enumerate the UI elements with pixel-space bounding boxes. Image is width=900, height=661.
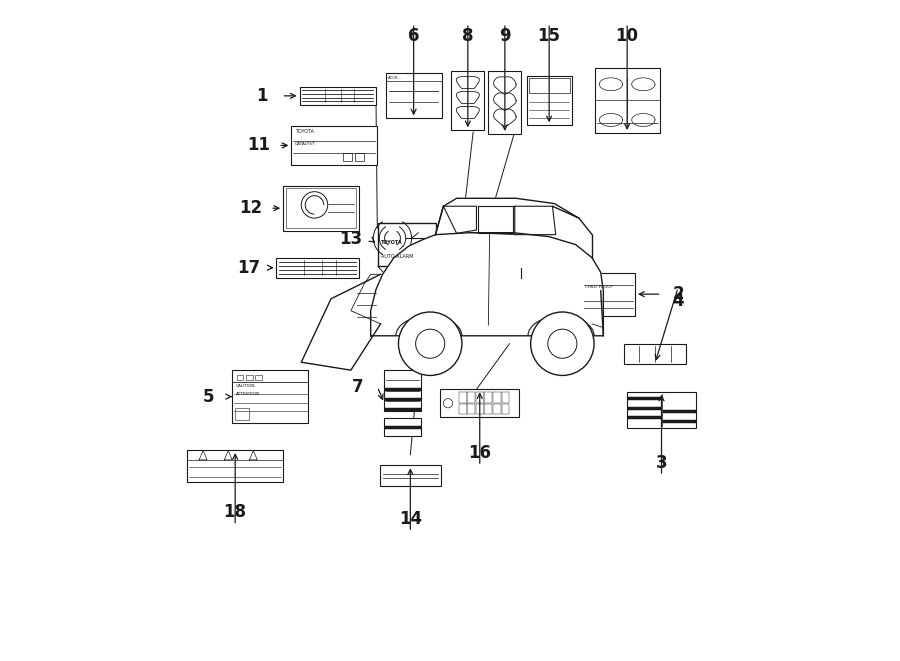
FancyBboxPatch shape (526, 76, 572, 126)
Text: 5: 5 (203, 387, 214, 406)
Circle shape (548, 329, 577, 358)
Text: TOYOTA: TOYOTA (381, 240, 402, 245)
Text: 10: 10 (616, 27, 639, 46)
Text: 8: 8 (462, 27, 473, 46)
Text: 7: 7 (352, 377, 364, 396)
Text: CATALYST: CATALYST (294, 142, 315, 146)
FancyBboxPatch shape (384, 370, 420, 411)
Text: 16: 16 (468, 444, 491, 462)
Text: 4: 4 (672, 292, 684, 310)
FancyBboxPatch shape (384, 418, 420, 436)
FancyBboxPatch shape (440, 389, 519, 417)
Bar (235, 408, 249, 420)
Bar (343, 153, 352, 161)
FancyBboxPatch shape (380, 465, 441, 486)
Text: 3: 3 (656, 453, 667, 472)
Circle shape (531, 312, 594, 375)
Bar (501, 392, 509, 403)
Bar (256, 375, 262, 380)
Circle shape (399, 312, 462, 375)
FancyBboxPatch shape (378, 223, 436, 266)
FancyBboxPatch shape (595, 68, 660, 133)
Bar (467, 392, 475, 403)
Bar (237, 375, 243, 380)
Text: CHILD PROOF: CHILD PROOF (585, 285, 613, 289)
FancyBboxPatch shape (187, 450, 284, 482)
Text: ACCR...: ACCR... (388, 76, 402, 80)
FancyBboxPatch shape (300, 87, 375, 105)
Text: CAUTION: CAUTION (236, 385, 255, 389)
Polygon shape (302, 274, 381, 370)
Bar (467, 404, 475, 414)
Bar (476, 404, 483, 414)
Text: 11: 11 (247, 136, 270, 155)
Bar (501, 404, 509, 414)
Text: 12: 12 (238, 199, 262, 217)
Text: 18: 18 (224, 503, 247, 522)
Text: 2: 2 (672, 285, 684, 303)
Bar (484, 404, 492, 414)
Bar (493, 404, 501, 414)
Bar (493, 392, 501, 403)
Text: TOYOTA: TOYOTA (294, 129, 314, 134)
Text: 1: 1 (256, 87, 267, 105)
Polygon shape (436, 198, 592, 235)
Bar (484, 392, 492, 403)
FancyBboxPatch shape (276, 258, 359, 278)
Text: 14: 14 (399, 510, 422, 528)
FancyBboxPatch shape (624, 344, 687, 364)
Bar (476, 392, 483, 403)
FancyBboxPatch shape (385, 73, 442, 118)
FancyBboxPatch shape (489, 71, 521, 134)
Bar (459, 404, 466, 414)
FancyBboxPatch shape (451, 71, 484, 130)
Bar (459, 392, 466, 403)
FancyBboxPatch shape (582, 272, 635, 315)
Text: 9: 9 (500, 27, 510, 46)
FancyBboxPatch shape (626, 391, 697, 428)
Circle shape (416, 329, 445, 358)
FancyBboxPatch shape (232, 370, 308, 423)
Text: AUTO ALARM: AUTO ALARM (381, 254, 413, 259)
Text: 17: 17 (237, 258, 260, 277)
FancyBboxPatch shape (284, 186, 359, 231)
Polygon shape (371, 233, 603, 336)
Text: ATTENTION: ATTENTION (236, 393, 260, 397)
FancyBboxPatch shape (292, 126, 377, 165)
Bar (246, 375, 253, 380)
Text: 6: 6 (408, 27, 419, 46)
Bar (355, 153, 365, 161)
Text: 15: 15 (537, 27, 561, 46)
Text: 13: 13 (339, 230, 363, 249)
